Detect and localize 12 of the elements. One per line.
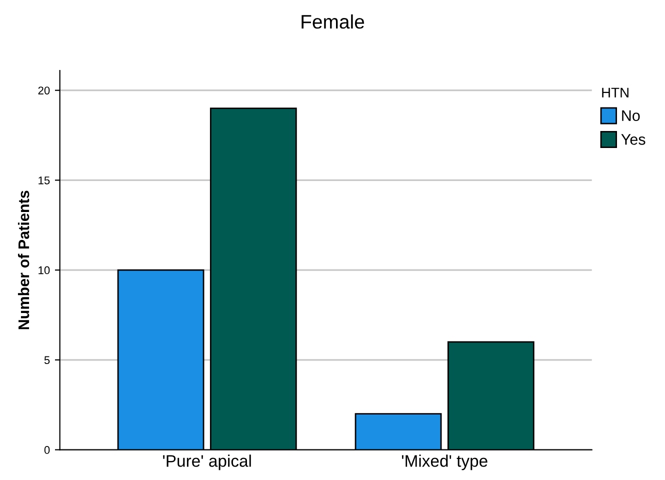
legend-label: No: [622, 110, 640, 122]
legend-title: HTN: [602, 88, 628, 98]
x-tick-label: 'Pure' apical: [163, 454, 251, 470]
y-tick-label: 15: [38, 176, 50, 184]
y-axis-title: Number of Patients: [18, 190, 30, 330]
y-tick-label: 20: [38, 86, 50, 94]
x-tick-label: 'Mixed' type: [402, 454, 488, 470]
legend-label: Yes: [621, 134, 646, 145]
y-tick-label: 5: [44, 356, 50, 364]
chart-title: Female: [302, 14, 364, 29]
y-tick-label: 0: [44, 446, 50, 454]
y-tick-label: 10: [38, 266, 50, 274]
